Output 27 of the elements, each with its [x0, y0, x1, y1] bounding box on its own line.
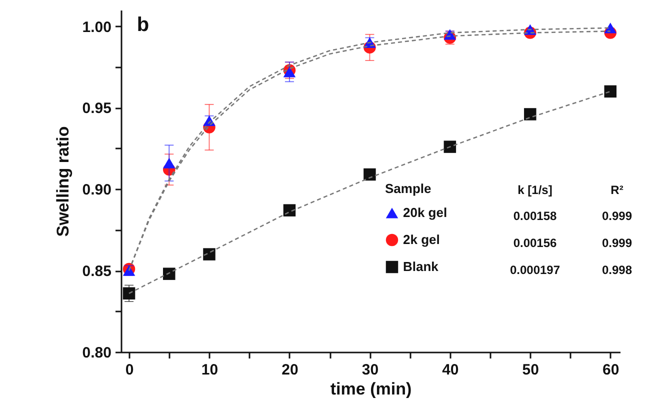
annotation: k [1/s]	[518, 183, 552, 197]
annotation: 0.000197	[510, 263, 560, 277]
y-tick-label: 0.85	[82, 263, 112, 280]
x-tick-label: 40	[442, 362, 459, 378]
y-tick-label: 0.95	[82, 100, 112, 118]
annotation: b	[136, 14, 150, 36]
x-tick-label: 60	[602, 362, 620, 378]
annotation: 0.998	[602, 263, 632, 277]
annotation: R²	[610, 183, 624, 197]
legend-label: 20k gel	[403, 205, 448, 220]
annotation: 0.00156	[513, 236, 558, 250]
y-tick-label: 0.90	[82, 182, 112, 199]
annotation: 0.00158	[513, 209, 558, 223]
y-tick-label: 1.00	[82, 18, 112, 36]
legend-label: Blank	[403, 259, 440, 274]
annotation: 0.999	[602, 236, 632, 250]
annotation: 0.999	[602, 209, 632, 223]
x-tick-label: 10	[201, 362, 218, 378]
x-tick-label: 50	[522, 362, 539, 378]
y-tick-label: 0.80	[82, 344, 112, 362]
x-tick-label: 0	[125, 362, 134, 378]
legend-title: Sample	[385, 181, 432, 196]
x-tick-label: 20	[282, 362, 298, 378]
y-axis-title: Swelling ratio	[53, 126, 72, 237]
legend-label: 2k gel	[403, 232, 440, 247]
x-axis-title: time (min)	[330, 380, 412, 398]
x-tick-label: 30	[362, 362, 379, 378]
